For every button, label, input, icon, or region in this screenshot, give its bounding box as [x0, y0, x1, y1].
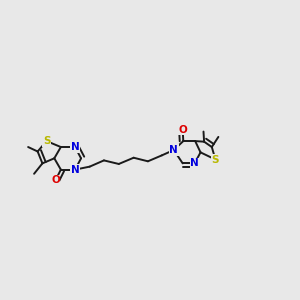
Text: S: S	[212, 154, 219, 164]
Text: O: O	[51, 175, 60, 185]
Text: O: O	[178, 125, 187, 135]
Text: N: N	[190, 158, 199, 168]
Text: N: N	[169, 145, 178, 155]
Text: N: N	[71, 165, 80, 175]
Text: S: S	[43, 136, 50, 146]
Text: N: N	[71, 142, 80, 152]
